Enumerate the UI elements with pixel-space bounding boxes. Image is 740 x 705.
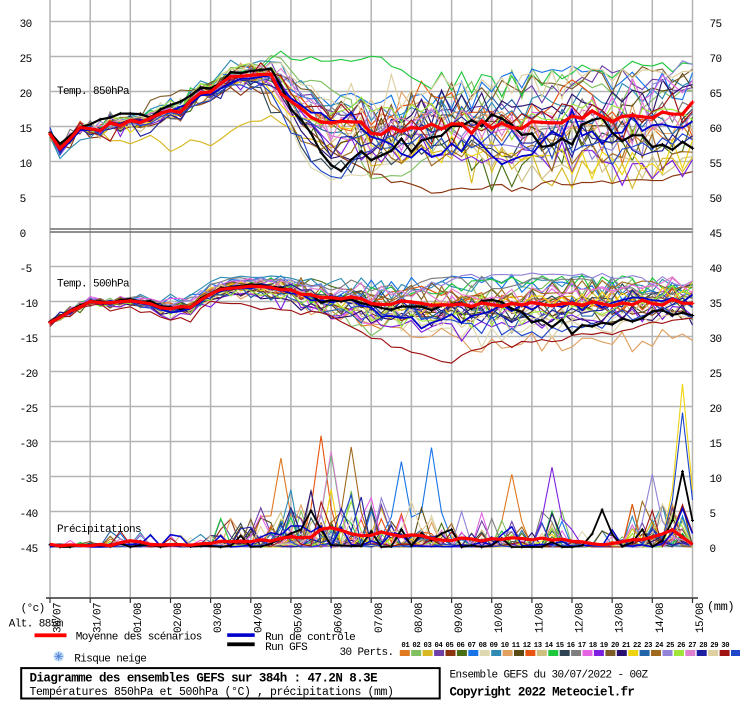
svg-text:05: 05 — [446, 642, 454, 650]
svg-text:Risque neige: Risque neige — [74, 654, 146, 666]
svg-text:20: 20 — [710, 404, 722, 416]
svg-text:10: 10 — [20, 159, 32, 171]
svg-text:40: 40 — [710, 264, 722, 276]
svg-text:15: 15 — [556, 642, 564, 650]
svg-text:16: 16 — [567, 642, 575, 650]
svg-text:-10: -10 — [20, 299, 38, 311]
svg-text:30: 30 — [20, 19, 32, 31]
svg-text:09/08: 09/08 — [454, 603, 466, 633]
svg-text:15: 15 — [20, 124, 32, 136]
svg-text:75: 75 — [710, 19, 722, 31]
svg-text:13: 13 — [534, 642, 542, 650]
svg-text:05/08: 05/08 — [293, 603, 305, 633]
svg-text:Temp. 850hPa: Temp. 850hPa — [57, 86, 130, 98]
svg-text:12: 12 — [523, 642, 531, 650]
svg-text:-40: -40 — [20, 509, 38, 521]
svg-text:31/07: 31/07 — [93, 603, 105, 633]
svg-text:20: 20 — [20, 89, 32, 101]
svg-text:01/08: 01/08 — [133, 603, 145, 633]
svg-text:25: 25 — [710, 369, 722, 381]
svg-text:17: 17 — [578, 642, 586, 650]
svg-text:Alt. 885m: Alt. 885m — [9, 619, 64, 631]
svg-text:09: 09 — [490, 642, 498, 650]
svg-text:26: 26 — [677, 642, 685, 650]
svg-text:30 Perts.: 30 Perts. — [340, 647, 394, 659]
svg-text:27: 27 — [688, 642, 696, 650]
svg-text:07/08: 07/08 — [374, 603, 386, 633]
svg-text:0: 0 — [710, 544, 716, 556]
svg-text:03: 03 — [424, 642, 432, 650]
svg-text:10: 10 — [501, 642, 509, 650]
svg-text:02/08: 02/08 — [173, 603, 185, 633]
svg-text:Précipitations: Précipitations — [57, 524, 141, 536]
svg-text:15: 15 — [710, 439, 722, 451]
svg-text:-30: -30 — [20, 439, 38, 451]
svg-text:-35: -35 — [20, 474, 38, 486]
svg-text:Ensemble GEFS du 30/07/2022 -: Ensemble GEFS du 30/07/2022 - 00Z — [450, 669, 649, 681]
svg-text:-25: -25 — [20, 404, 38, 416]
svg-text:03/08: 03/08 — [213, 603, 225, 633]
svg-text:08/08: 08/08 — [414, 603, 426, 633]
svg-text:04/08: 04/08 — [253, 603, 265, 633]
svg-text:55: 55 — [710, 159, 722, 171]
svg-text:11: 11 — [512, 642, 521, 650]
svg-text:(mm): (mm) — [707, 600, 734, 614]
svg-text:21: 21 — [622, 642, 631, 650]
svg-text:10: 10 — [710, 474, 722, 486]
svg-text:Diagramme des ensembles GEFS s: Diagramme des ensembles GEFS sur 384h : … — [30, 672, 378, 686]
svg-text:Copyright 2022 Meteociel.fr: Copyright 2022 Meteociel.fr — [450, 686, 635, 700]
svg-text:5: 5 — [20, 194, 26, 206]
svg-text:12/08: 12/08 — [575, 603, 587, 633]
svg-text:04: 04 — [435, 642, 444, 650]
svg-text:06/08: 06/08 — [334, 603, 346, 633]
svg-text:Run GFS: Run GFS — [265, 642, 308, 654]
svg-text:-45: -45 — [20, 544, 38, 556]
svg-text:-5: -5 — [20, 264, 32, 276]
svg-text:02: 02 — [412, 642, 420, 650]
svg-text:-20: -20 — [20, 369, 38, 381]
svg-text:29: 29 — [710, 642, 718, 650]
svg-text:24: 24 — [655, 642, 664, 650]
svg-text:22: 22 — [633, 642, 641, 650]
svg-text:15/08: 15/08 — [695, 603, 707, 633]
svg-text:25: 25 — [666, 642, 674, 650]
svg-text:19: 19 — [600, 642, 608, 650]
svg-text:(°c): (°c) — [21, 603, 45, 615]
svg-text:50: 50 — [710, 194, 722, 206]
svg-text:35: 35 — [710, 299, 722, 311]
svg-text:30: 30 — [721, 642, 729, 650]
svg-text:07: 07 — [468, 642, 476, 650]
svg-text:10/08: 10/08 — [494, 603, 506, 633]
svg-text:5: 5 — [710, 509, 716, 521]
svg-text:45: 45 — [710, 229, 722, 241]
svg-text:18: 18 — [589, 642, 597, 650]
svg-text:Moyenne des scénarios: Moyenne des scénarios — [76, 632, 202, 644]
svg-text:14: 14 — [545, 642, 554, 650]
svg-text:Run de contrôle: Run de contrôle — [265, 632, 355, 644]
svg-text:30/07: 30/07 — [53, 603, 65, 633]
svg-text:60: 60 — [710, 124, 722, 136]
svg-text:14/08: 14/08 — [655, 603, 667, 633]
svg-text:Temp. 500hPa: Temp. 500hPa — [57, 279, 130, 291]
svg-text:20: 20 — [611, 642, 619, 650]
svg-text:65: 65 — [710, 89, 722, 101]
svg-text:28: 28 — [699, 642, 707, 650]
svg-text:Températures 850hPa et 500hPa: Températures 850hPa et 500hPa (°C) , pré… — [30, 686, 394, 699]
svg-text:13/08: 13/08 — [615, 603, 627, 633]
svg-text:23: 23 — [644, 642, 652, 650]
svg-text:-15: -15 — [20, 334, 38, 346]
svg-text:11/08: 11/08 — [534, 603, 546, 633]
svg-text:70: 70 — [710, 54, 722, 66]
svg-text:01: 01 — [401, 642, 410, 650]
svg-text:08: 08 — [479, 642, 487, 650]
svg-text:06: 06 — [457, 642, 465, 650]
svg-text:30: 30 — [710, 334, 722, 346]
svg-text:0: 0 — [20, 229, 26, 241]
svg-text:25: 25 — [20, 54, 32, 66]
